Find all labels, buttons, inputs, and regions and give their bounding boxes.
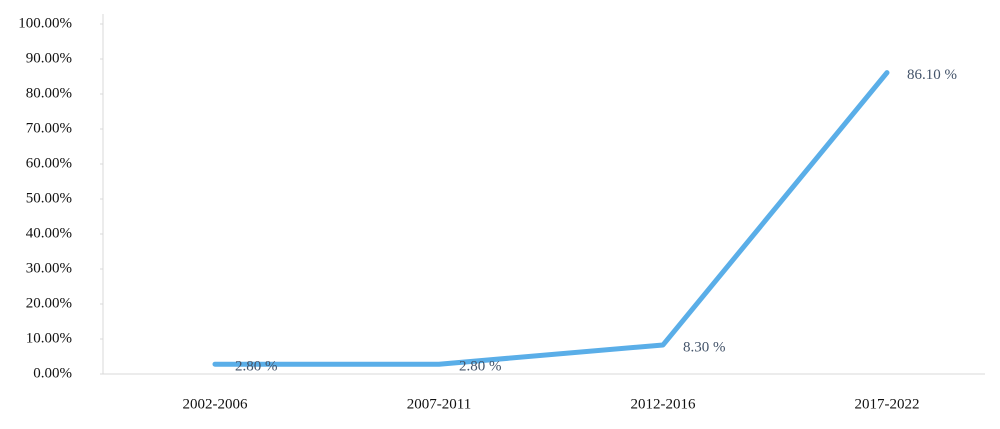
x-tick-label: 2002-2006 [183, 396, 248, 412]
data-label: 2.80 % [459, 359, 502, 375]
y-tick-label: 0.00% [33, 365, 72, 381]
y-tick-label: 40.00% [26, 225, 72, 241]
y-tick-label: 30.00% [26, 260, 72, 276]
data-line [212, 70, 890, 367]
y-tick-label: 90.00% [26, 50, 72, 66]
y-tick-label: 60.00% [26, 155, 72, 171]
y-tick-label: 10.00% [26, 330, 72, 346]
data-label: 2.80 % [235, 359, 278, 375]
data-label: 86.10 % [907, 67, 957, 83]
x-tick-label: 2017-2022 [855, 396, 920, 412]
y-tick-label: 70.00% [26, 120, 72, 136]
y-tick-label: 80.00% [26, 85, 72, 101]
y-tick-label: 20.00% [26, 295, 72, 311]
y-tick-label: 100.00% [18, 15, 72, 31]
y-tick-label: 50.00% [26, 190, 72, 206]
x-tick-label: 2012-2016 [631, 396, 696, 412]
x-tick-label: 2007-2011 [407, 396, 471, 412]
data-label: 8.30 % [683, 339, 726, 355]
